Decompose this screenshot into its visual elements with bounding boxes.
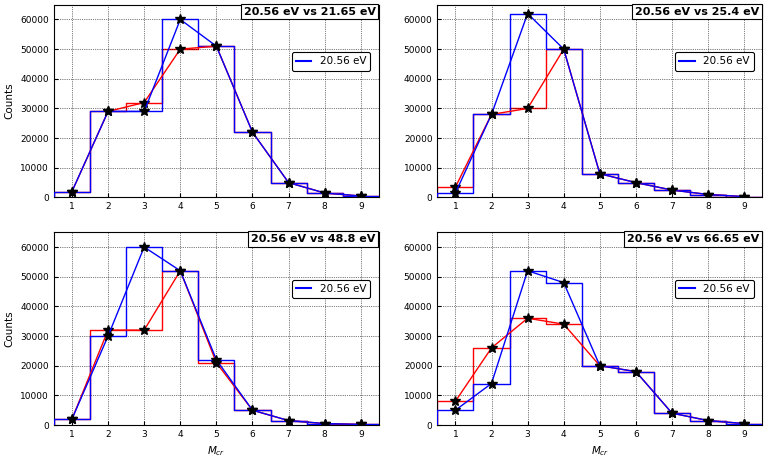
Legend: 20.56 eV: 20.56 eV [292,280,370,298]
X-axis label: $M_{cr}$: $M_{cr}$ [591,444,609,458]
Text: 20.56 eV vs 25.4 eV: 20.56 eV vs 25.4 eV [634,6,759,17]
Y-axis label: Counts: Counts [5,310,15,347]
Text: 20.56 eV vs 48.8 eV: 20.56 eV vs 48.8 eV [251,234,376,244]
Text: 20.56 eV vs 21.65 eV: 20.56 eV vs 21.65 eV [243,6,376,17]
X-axis label: $M_{cr}$: $M_{cr}$ [207,444,226,458]
Text: 20.56 eV vs 66.65 eV: 20.56 eV vs 66.65 eV [627,234,759,244]
Legend: 20.56 eV: 20.56 eV [675,280,754,298]
Legend: 20.56 eV: 20.56 eV [292,52,370,71]
Y-axis label: Counts: Counts [5,83,15,119]
Legend: 20.56 eV: 20.56 eV [675,52,754,71]
